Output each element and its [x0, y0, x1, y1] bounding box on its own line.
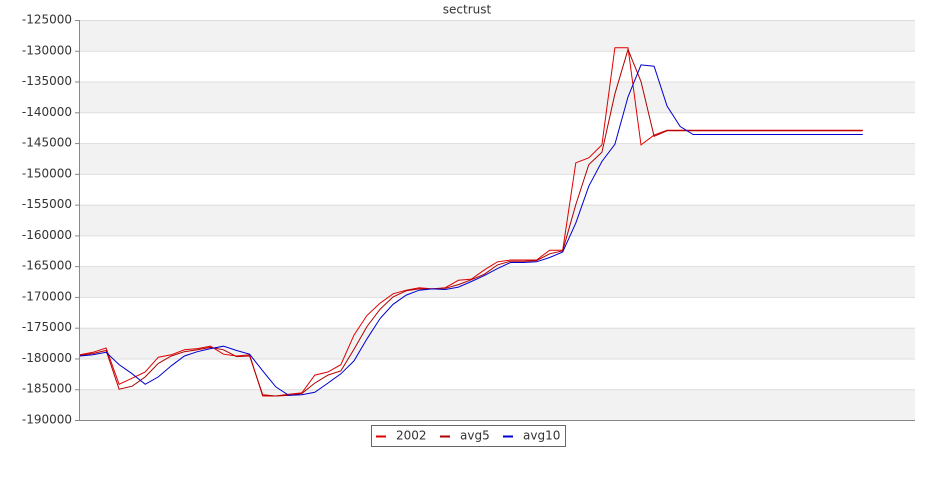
y-tick-label: -170000 [22, 289, 72, 303]
series-line [79, 47, 863, 397]
y-tick-label: -155000 [22, 197, 72, 211]
y-tick-label: -145000 [22, 136, 72, 150]
y-tick-label: -150000 [22, 166, 72, 180]
y-tick-label: -165000 [22, 259, 72, 273]
y-tick-label: -160000 [22, 228, 72, 242]
legend-label: avg5 [460, 429, 490, 443]
series-line [79, 47, 863, 397]
grid-band [80, 143, 915, 174]
legend: 2002 avg5 avg10 [376, 429, 560, 443]
grid-band [80, 81, 915, 113]
y-tick-label: -135000 [22, 74, 72, 88]
legend-box [371, 425, 566, 447]
y-tick-label: -130000 [22, 43, 72, 57]
plot-lines [79, 47, 863, 397]
legend-label: avg10 [523, 429, 560, 443]
series-line [79, 64, 863, 396]
chart-title: sectrust [443, 3, 492, 17]
y-tick-label: -185000 [22, 382, 72, 396]
grid-band [80, 389, 915, 420]
legend-label: 2002 [396, 429, 427, 443]
grid-band [80, 266, 915, 297]
grid-band [80, 327, 915, 359]
grid-band [80, 204, 915, 236]
grid-bands [80, 20, 915, 420]
y-tick-label: -175000 [22, 320, 72, 334]
y-tick-label: -190000 [22, 413, 72, 427]
y-tick-label: -125000 [22, 13, 72, 27]
y-tick-label: -140000 [22, 105, 72, 119]
y-tick-label: -180000 [22, 351, 72, 365]
grid-band [80, 20, 915, 51]
